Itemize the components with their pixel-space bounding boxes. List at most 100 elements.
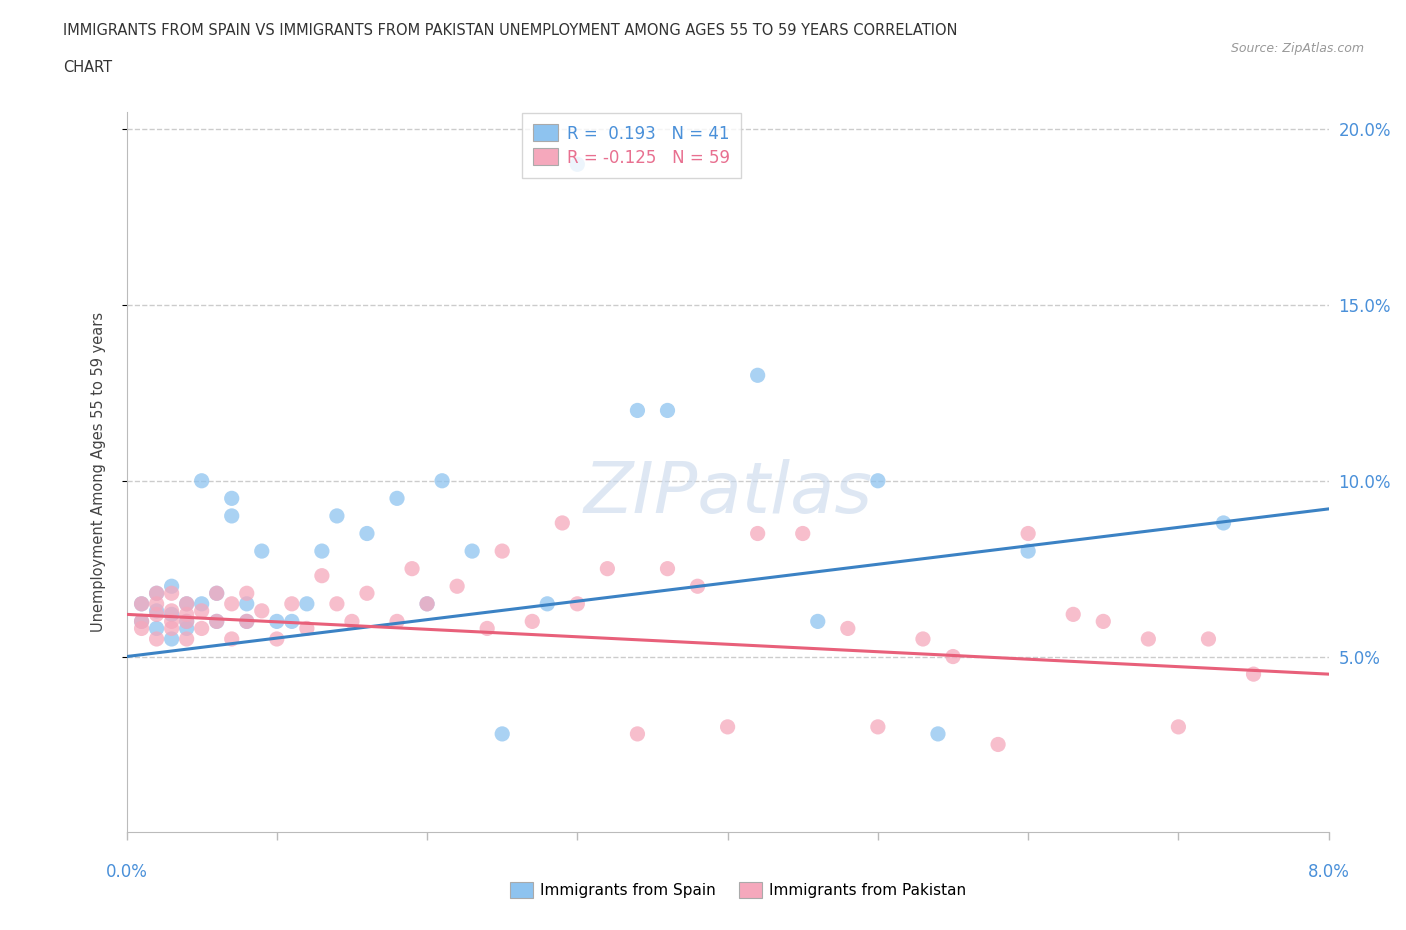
Point	[987, 737, 1010, 751]
Point	[401, 561, 423, 576]
Point	[160, 631, 183, 646]
Point	[416, 596, 439, 611]
Point	[221, 509, 243, 524]
Point	[866, 720, 889, 735]
Point	[266, 614, 288, 629]
Point	[205, 586, 228, 601]
Text: CHART: CHART	[63, 60, 112, 75]
Point	[145, 621, 167, 636]
Point	[446, 578, 468, 593]
Point	[176, 596, 198, 611]
Point	[522, 614, 544, 629]
Text: Source: ZipAtlas.com: Source: ZipAtlas.com	[1230, 42, 1364, 55]
Point	[266, 631, 288, 646]
Point	[626, 403, 648, 418]
Point	[792, 526, 814, 541]
Text: 0.0%: 0.0%	[105, 863, 148, 881]
Point	[295, 596, 318, 611]
Point	[551, 515, 574, 530]
Point	[176, 596, 198, 611]
Point	[716, 720, 740, 735]
Point	[356, 526, 378, 541]
Point	[567, 157, 589, 172]
Point	[235, 614, 259, 629]
Point	[911, 631, 934, 646]
Point	[176, 631, 198, 646]
Point	[311, 544, 333, 559]
Point	[1197, 631, 1219, 646]
Point	[131, 614, 153, 629]
Point	[131, 614, 153, 629]
Point	[416, 596, 439, 611]
Point	[190, 621, 212, 636]
Point	[942, 649, 965, 664]
Point	[145, 607, 167, 622]
Point	[340, 614, 363, 629]
Point	[145, 586, 167, 601]
Point	[1017, 526, 1039, 541]
Point	[145, 604, 167, 618]
Point	[250, 604, 273, 618]
Point	[1212, 515, 1234, 530]
Point	[281, 614, 304, 629]
Point	[190, 473, 212, 488]
Point	[1167, 720, 1189, 735]
Point	[1243, 667, 1265, 682]
Point	[250, 544, 273, 559]
Point	[491, 726, 513, 741]
Point	[221, 596, 243, 611]
Point	[160, 586, 183, 601]
Point	[1062, 607, 1084, 622]
Point	[747, 368, 769, 383]
Point	[190, 604, 212, 618]
Y-axis label: Unemployment Among Ages 55 to 59 years: Unemployment Among Ages 55 to 59 years	[91, 312, 105, 632]
Point	[160, 607, 183, 622]
Point	[281, 596, 304, 611]
Point	[927, 726, 949, 741]
Point	[596, 561, 619, 576]
Point	[145, 631, 167, 646]
Point	[536, 596, 558, 611]
Point	[160, 621, 183, 636]
Point	[475, 621, 498, 636]
Point	[176, 607, 198, 622]
Point	[430, 473, 453, 488]
Text: ZIPatlas: ZIPatlas	[583, 459, 872, 528]
Point	[131, 621, 153, 636]
Point	[295, 621, 318, 636]
Point	[626, 726, 648, 741]
Point	[326, 509, 349, 524]
Point	[176, 614, 198, 629]
Point	[190, 596, 212, 611]
Point	[1137, 631, 1160, 646]
Point	[160, 614, 183, 629]
Point	[686, 578, 709, 593]
Text: 8.0%: 8.0%	[1308, 863, 1350, 881]
Point	[1017, 544, 1039, 559]
Point	[807, 614, 830, 629]
Point	[221, 491, 243, 506]
Point	[145, 596, 167, 611]
Point	[160, 604, 183, 618]
Point	[311, 568, 333, 583]
Point	[205, 614, 228, 629]
Point	[657, 561, 679, 576]
Legend: Immigrants from Spain, Immigrants from Pakistan: Immigrants from Spain, Immigrants from P…	[503, 876, 973, 905]
Point	[221, 631, 243, 646]
Point	[235, 614, 259, 629]
Point	[176, 614, 198, 629]
Point	[1092, 614, 1115, 629]
Point	[131, 596, 153, 611]
Point	[866, 473, 889, 488]
Point	[205, 614, 228, 629]
Point	[356, 586, 378, 601]
Point	[160, 578, 183, 593]
Point	[461, 544, 484, 559]
Legend: R =  0.193   N = 41, R = -0.125   N = 59: R = 0.193 N = 41, R = -0.125 N = 59	[522, 113, 741, 179]
Point	[131, 596, 153, 611]
Point	[567, 596, 589, 611]
Point	[205, 586, 228, 601]
Point	[657, 403, 679, 418]
Text: IMMIGRANTS FROM SPAIN VS IMMIGRANTS FROM PAKISTAN UNEMPLOYMENT AMONG AGES 55 TO : IMMIGRANTS FROM SPAIN VS IMMIGRANTS FROM…	[63, 23, 957, 38]
Point	[385, 491, 408, 506]
